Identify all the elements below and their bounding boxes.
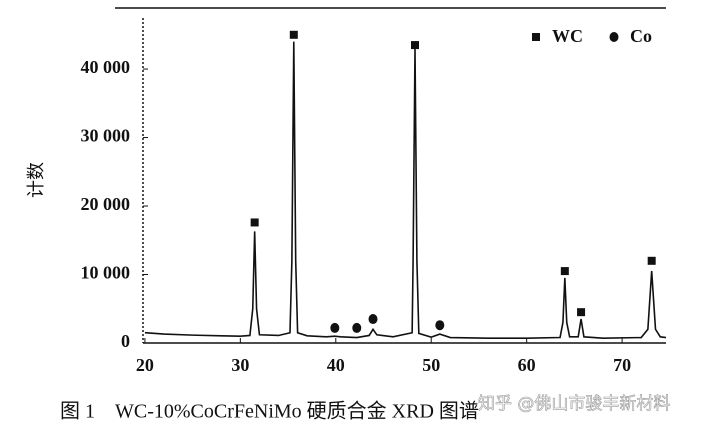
x-tick-label: 20 (136, 355, 154, 375)
watermark: 知乎 @佛山市骏丰新材料 (478, 394, 670, 414)
y-axis-label: 计数 (26, 162, 46, 198)
xrd-line (144, 41, 667, 340)
legend-label: Co (630, 26, 652, 46)
legend-symbol (532, 33, 540, 41)
y-tick-label: 20 000 (81, 194, 131, 214)
x-tick-label: 70 (613, 355, 631, 375)
x-tick-label: 50 (422, 355, 440, 375)
x-tick-label: 30 (231, 355, 249, 375)
y-tick-label: 0 (121, 331, 130, 351)
y-tick-label: 30 000 (81, 126, 131, 146)
wc-marker (289, 30, 298, 39)
co-marker (352, 322, 362, 333)
caption: 图 1 WC-10%CoCrFeNiMo 硬质合金 XRD 图谱 (60, 400, 479, 423)
co-marker (368, 314, 378, 325)
x-tick-label: 60 (518, 355, 536, 375)
legend-symbol (609, 32, 619, 42)
y-tick-label: 40 000 (81, 57, 131, 77)
wc-marker (560, 267, 569, 276)
x-tick-label: 40 (327, 355, 345, 375)
y-tick-label: 10 000 (81, 263, 131, 283)
wc-marker (647, 256, 656, 265)
wc-marker (410, 41, 419, 50)
legend-label: WC (552, 26, 583, 46)
co-marker (330, 322, 340, 333)
wc-marker (577, 308, 586, 317)
wc-marker (250, 218, 259, 227)
co-marker (435, 320, 445, 331)
